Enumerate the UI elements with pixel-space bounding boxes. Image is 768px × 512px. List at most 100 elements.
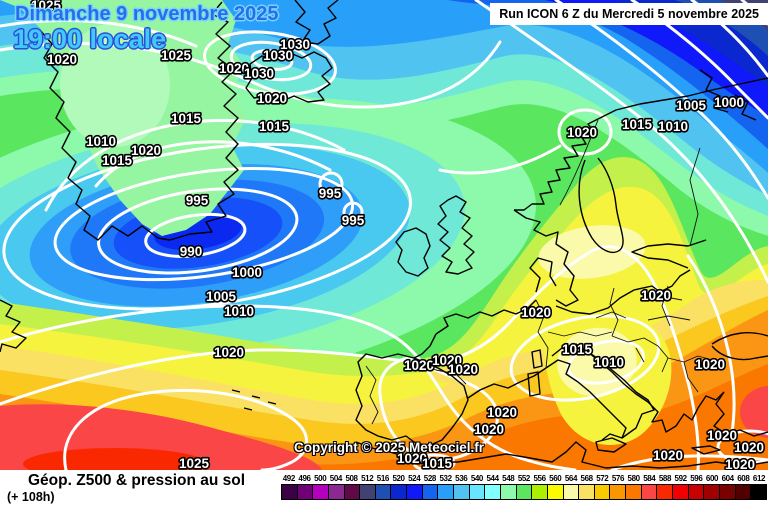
pressure-label: 1030: [280, 37, 310, 52]
legend-color-cell: [390, 484, 408, 500]
legend-value: 500: [314, 474, 327, 483]
legend-value: 540: [470, 474, 484, 483]
legend-colorbar: [281, 484, 767, 500]
pressure-label: 1025: [161, 48, 192, 63]
legend-value: 516: [376, 474, 390, 483]
pressure-label: 1020: [257, 91, 287, 106]
pressure-label: 1025: [179, 456, 210, 470]
legend-value: 588: [658, 474, 672, 483]
pressure-label: 1010: [594, 355, 624, 370]
legend-value: 512: [361, 474, 374, 483]
pressure-label: 1020: [448, 362, 478, 377]
footer-bar: Géop. Z500 & pression au sol (+ 108h) 49…: [0, 470, 768, 512]
pressure-label: 995: [186, 193, 209, 208]
legend-color-cell: [406, 484, 423, 500]
legend-value: 584: [643, 474, 656, 483]
legend-color-cell: [281, 484, 298, 500]
legend: 492 496 500 504 508 512 516 520 524 528 532 536 540 5…: [281, 474, 767, 500]
pressure-label: 1015: [259, 119, 290, 134]
pressure-label: 1025: [31, 0, 62, 13]
legend-color-cell: [640, 484, 658, 500]
legend-value: 528: [423, 474, 437, 483]
copyright-text: Copyright © 2025 Meteociel.fr: [294, 440, 484, 455]
legend-value: 596: [690, 474, 703, 483]
legend-value: 604: [721, 474, 735, 483]
pressure-label: 1020: [47, 52, 77, 67]
pressure-label: 1015: [102, 153, 133, 168]
pressure-label: 1020: [521, 305, 551, 320]
legend-color-cell: [625, 484, 642, 500]
color-field: [0, 0, 768, 470]
legend-value: 496: [298, 474, 311, 483]
pressure-label: 1020: [567, 125, 597, 140]
legend-color-cell: [609, 484, 627, 500]
pressure-label: 1015: [171, 111, 202, 126]
pressure-label: 1030: [263, 48, 293, 63]
legend-color-cell: [562, 484, 580, 500]
legend-color-cell: [718, 484, 736, 500]
legend-color-cell: [468, 484, 486, 500]
pressure-label: 1015: [622, 117, 653, 132]
legend-value: 504: [329, 474, 343, 483]
pressure-label: 1000: [232, 265, 262, 280]
pressure-label: 995: [319, 186, 342, 201]
legend-color-cell: [593, 484, 611, 500]
legend-value: 536: [455, 474, 468, 483]
legend-color-cell: [499, 484, 517, 500]
pressure-label: 1020: [653, 448, 683, 463]
pressure-label: 1005: [206, 289, 237, 304]
legend-color-cell: [578, 484, 595, 500]
legend-value: 572: [596, 474, 609, 483]
legend-value: 520: [392, 474, 405, 483]
legend-color-cell: [656, 484, 674, 500]
legend-color-cell: [437, 484, 455, 500]
pressure-label: 990: [180, 244, 203, 259]
legend-value: 568: [580, 474, 594, 483]
legend-color-cell: [421, 484, 439, 500]
pressure-label: 1010: [658, 119, 688, 134]
pressure-label: 995: [342, 213, 365, 228]
pressure-label: 1010: [86, 134, 116, 149]
pressure-label: 1020: [219, 61, 249, 76]
legend-value: 508: [345, 474, 358, 483]
run-info-box: Run ICON 6 Z du Mercredi 5 novembre 2025: [490, 3, 768, 25]
map-title: Géop. Z500 & pression au sol: [28, 472, 246, 489]
pressure-label: 1000: [714, 95, 744, 110]
legend-value: 580: [627, 474, 641, 483]
forecast-datetime: Dimanche 9 novembre 2025 19:00 locale: [13, 4, 278, 53]
pressure-label: 1020: [734, 440, 764, 455]
pressure-label: 1020: [725, 457, 755, 470]
legend-color-cell: [687, 484, 705, 500]
legend-color-cell: [312, 484, 329, 500]
legend-color-cell: [703, 484, 720, 500]
legend-color-cell: [374, 484, 392, 500]
legend-value: 524: [408, 474, 421, 483]
legend-color-cell: [484, 484, 501, 500]
legend-color-cell: [359, 484, 376, 500]
legend-value: 560: [549, 474, 562, 483]
legend-color-cell: [515, 484, 533, 500]
legend-value: 576: [611, 474, 625, 483]
legend-value: 556: [533, 474, 547, 483]
pressure-label: 1030: [244, 66, 274, 81]
pressure-label: 1020: [131, 143, 161, 158]
legend-value: 592: [674, 474, 688, 483]
coastlines: [0, 0, 768, 469]
pressure-label: 1020: [641, 288, 671, 303]
legend-values: 492 496 500 504 508 512 516 520 524 528 532 536 540 5…: [281, 474, 767, 483]
legend-value: 532: [439, 474, 452, 483]
pressure-label: 1015: [422, 456, 453, 470]
pressure-label: 1020: [695, 357, 725, 372]
pressure-label: 1015: [562, 342, 593, 357]
legend-color-cell: [327, 484, 345, 500]
legend-color-cell: [734, 484, 752, 500]
forecast-offset: (+ 108h): [7, 490, 55, 504]
pressure-label: 1020: [432, 353, 462, 368]
legend-value: 552: [517, 474, 531, 483]
pressure-label: 1020: [397, 451, 427, 466]
pressure-label: 1020: [404, 358, 434, 373]
pressure-label: 1005: [676, 98, 707, 113]
